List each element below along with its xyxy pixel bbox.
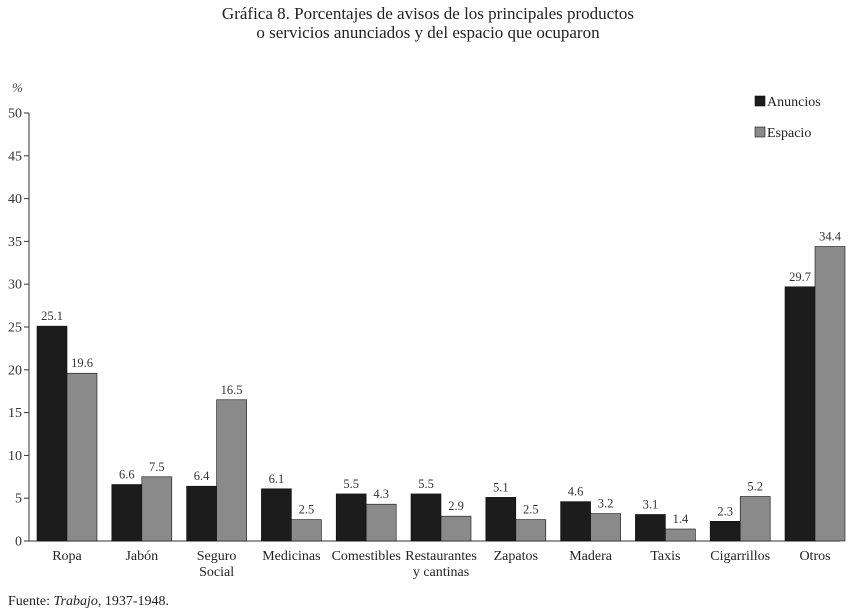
data-label-espacio: 3.2 [598,497,614,511]
x-tick-label: Seguro [197,549,237,564]
source-prefix: Fuente: [8,594,54,609]
bar-anuncios [784,286,816,542]
y-tick-label: 10 [8,449,22,464]
legend-label-anuncios: Anuncios [767,95,821,110]
bar-espacio [291,519,322,542]
y-tick-label: 50 [8,107,22,122]
bar-espacio [515,519,547,542]
data-label-espacio: 4.3 [373,487,389,501]
y-tick-label: 0 [15,535,22,550]
source-title: Trabajo [53,594,98,609]
bar-anuncios [410,493,442,542]
data-label-anuncios: 29.7 [789,270,811,284]
data-label-espacio: 7.5 [149,460,165,474]
data-label-anuncios: 3.1 [643,497,659,511]
bar-espacio [141,476,173,542]
x-tick-label: Restaurantes [405,549,477,564]
data-label-espacio: 2.5 [299,503,315,517]
bar-espacio [365,503,397,542]
bar-espacio [739,496,771,542]
chart-title-line-2: o servicios anunciados y del espacio que… [256,23,600,42]
source-suffix: , 1937-1948. [97,594,170,609]
legend-label-espacio: Espacio [767,126,811,141]
source-note: Fuente: Trabajo, 1937-1948. [8,594,169,610]
y-tick-label: 45 [8,149,22,164]
y-tick-label: 35 [8,235,22,250]
x-tick-label: Zapatos [494,549,538,564]
bar-espacio [665,528,696,542]
data-label-espacio: 16.5 [221,383,243,397]
y-tick-label: 20 [8,363,22,378]
data-label-anuncios: 5.5 [418,477,434,491]
bar-espacio [216,399,247,542]
y-tick-label: 5 [15,492,22,507]
data-label-espacio: 34.4 [819,230,842,244]
x-tick-label: Ropa [52,549,82,564]
y-tick-label: 30 [8,278,22,293]
x-tick-label: Otros [799,549,830,564]
x-tick-label: Jabón [125,549,158,564]
x-tick-label: Cigarrillos [710,549,770,564]
bar-anuncios [635,514,666,542]
bar-anuncios [111,484,143,542]
data-label-anuncios: 6.4 [194,469,210,483]
data-label-anuncios: 6.6 [119,468,135,482]
x-tick-label: Medicinas [262,549,320,564]
x-tick-label: Comestibles [332,549,401,564]
bar-anuncios [709,521,741,542]
data-label-espacio: 19.6 [71,356,93,370]
legend-swatch-anuncios [754,95,766,107]
x-tick-label: Social [199,565,234,580]
data-label-anuncios: 25.1 [41,309,63,323]
bar-anuncios [560,501,591,542]
data-label-anuncios: 6.1 [269,472,285,486]
data-label-anuncios: 2.3 [717,504,733,518]
data-label-espacio: 2.5 [523,503,539,517]
bar-anuncios [335,493,367,542]
chart-title-line-1: Gráfica 8. Porcentajes de avisos de los … [221,4,635,23]
data-label-espacio: 5.2 [747,479,763,493]
y-axis-label: % [12,80,23,95]
bar-anuncios [186,485,217,542]
x-tick-label: Madera [569,549,613,564]
bar-anuncios [261,488,292,542]
legend-swatch-espacio [754,126,766,138]
y-tick-label: 15 [8,406,22,421]
data-label-anuncios: 5.1 [493,480,509,494]
bar-espacio [440,515,472,542]
data-label-anuncios: 4.6 [568,485,584,499]
bar-espacio [66,372,98,542]
x-tick-label: y cantinas [413,565,469,580]
bar-anuncios [485,497,517,542]
x-tick-label: Taxis [650,549,680,564]
y-tick-label: 40 [8,192,22,207]
bar-anuncios [36,325,68,542]
data-label-espacio: 2.9 [448,499,464,513]
bar-espacio [590,513,621,542]
y-tick-label: 25 [8,321,22,336]
bar-espacio [814,246,846,542]
data-label-anuncios: 5.5 [343,477,359,491]
data-label-espacio: 1.4 [673,512,689,526]
